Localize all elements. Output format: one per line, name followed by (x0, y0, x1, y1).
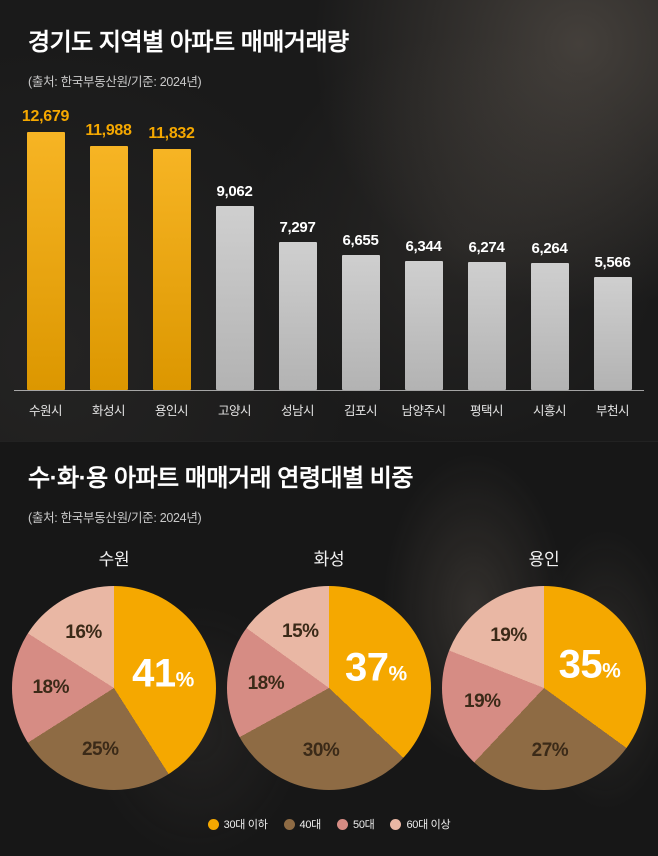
bar-chart-area: 12,679 11,988 11,832 9,062 7,297 6,655 6,344 6,… (14, 104, 644, 419)
bar-column: 11,832 (140, 125, 203, 390)
bar-column: 12,679 (14, 108, 77, 390)
bar-value-label: 6,274 (468, 239, 505, 256)
legend-label: 60대 이상 (406, 819, 451, 831)
bar-category-label: 화성시 (91, 404, 126, 418)
bar-value-label: 12,679 (21, 108, 70, 125)
bar-category-label: 남양주시 (401, 404, 446, 418)
pie-slice-label: 41% (132, 651, 194, 696)
bar-category-labels: 수원시 화성시 용인시 고양시 성남시 김포시 남양주시 평택시 시흥시 부천시 (14, 391, 644, 419)
bar-value-label: 11,832 (148, 125, 195, 142)
pie-slice-label: 35% (559, 642, 621, 687)
percent-sign: % (388, 662, 407, 686)
pie-slice-label: 18% (32, 677, 70, 698)
bar-category-label: 시흥시 (532, 404, 567, 418)
pie-slice-label: 19% (464, 690, 501, 712)
pie-legend: 30대 이하 40대 50대 60대 이상 (0, 816, 658, 832)
pie-title: 용인 (528, 550, 560, 569)
legend-dot (390, 818, 402, 830)
pie-slice-value: 37 (344, 645, 389, 690)
bar (530, 263, 569, 390)
pie: 41% 25% 18% 16% (12, 586, 216, 790)
pie-slice-label: 19% (490, 624, 527, 646)
pie-slice-value: 41 (132, 651, 176, 696)
bar (26, 132, 65, 390)
legend-item: 50대 (337, 816, 375, 832)
pie-slice-label: 37% (345, 645, 407, 690)
bar-column: 7,297 (266, 219, 329, 390)
bar-column: 5,566 (581, 254, 644, 390)
bar-category-label: 성남시 (280, 404, 315, 418)
pie-slice-label: 15% (282, 620, 319, 642)
legend-dot (337, 818, 348, 830)
legend-item: 30대 이하 (207, 816, 268, 832)
bar (152, 149, 191, 390)
pie-chart-block: 수원 41% 25% 18% 16% (12, 550, 216, 790)
bar (215, 206, 254, 390)
legend-dot (283, 818, 295, 830)
bar-category-label: 평택시 (469, 404, 504, 418)
bar (593, 277, 632, 390)
bar-value-label: 9,062 (216, 183, 253, 200)
pie-chart-source: (출처: 한국부동산원/기준: 2024년) (28, 511, 202, 525)
bar-category-label: 김포시 (343, 404, 378, 418)
legend-label: 30대 이하 (223, 819, 268, 831)
bar-chart: 12,679 11,988 11,832 9,062 7,297 6,655 6,344 6,… (14, 104, 644, 391)
pie-slice-label: 27% (531, 739, 569, 761)
bar (404, 261, 443, 390)
bar-value-label: 6,344 (405, 238, 442, 255)
pie-slice-label: 25% (81, 738, 119, 760)
bar-chart-title: 경기도 지역별 아파트 매매거래량 (28, 29, 349, 56)
bar-category-label: 부천시 (595, 404, 630, 418)
legend-dot (207, 818, 219, 830)
bar-value-label: 5,566 (594, 254, 631, 271)
pie-slice-value: 35 (558, 642, 603, 687)
bar-category-label: 용인시 (154, 404, 189, 418)
bar-chart-source: (출처: 한국부동산원/기준: 2024년) (28, 75, 202, 89)
pie: 35% 27% 19% 19% (442, 586, 646, 790)
bar (341, 255, 380, 390)
bar-value-label: 6,264 (531, 240, 568, 257)
bar-value-label: 7,297 (279, 219, 316, 236)
bar (89, 146, 128, 390)
bar-value-label: 11,988 (85, 122, 132, 139)
bar-column: 6,274 (455, 239, 518, 390)
bar-category-label: 고양시 (217, 404, 252, 418)
bar-value-label: 6,655 (342, 232, 379, 249)
percent-sign: % (175, 668, 195, 692)
bar-column: 11,988 (77, 122, 140, 390)
pie-slice-label: 30% (302, 739, 340, 761)
legend-item: 40대 (283, 816, 322, 832)
bar-column: 9,062 (203, 183, 266, 390)
pie-slice-label: 18% (247, 673, 285, 695)
legend-label: 40대 (299, 819, 322, 831)
pie-title: 화성 (313, 550, 345, 569)
pie-chart-block: 화성 37% 30% 18% 15% (227, 550, 431, 790)
pie-slice-label: 16% (65, 621, 102, 643)
pie-charts: 수원 41% 25% 18% 16% 화성 37% 30% 18% 15% 용인 35% 27% 19% 1… (12, 550, 646, 790)
bar-chart-section: 경기도 지역별 아파트 매매거래량 (출처: 한국부동산원/기준: 2024년)… (14, 28, 644, 441)
bar-column: 6,264 (518, 240, 581, 390)
legend-label: 50대 (353, 819, 375, 831)
bar (467, 262, 506, 390)
bar (278, 242, 317, 390)
pie: 37% 30% 18% 15% (227, 586, 431, 790)
percent-sign: % (602, 659, 621, 683)
pie-chart-section: 수·화·용 아파트 매매거래 연령대별 비중 (출처: 한국부동산원/기준: 2… (0, 441, 658, 856)
bar-column: 6,655 (329, 232, 392, 390)
pie-title: 수원 (98, 550, 130, 569)
pie-chart-title: 수·화·용 아파트 매매거래 연령대별 비중 (28, 465, 413, 492)
pie-chart-block: 용인 35% 27% 19% 19% (442, 550, 646, 790)
bar-category-label: 수원시 (28, 404, 63, 418)
legend-item: 60대 이상 (390, 816, 451, 832)
bar-column: 6,344 (392, 238, 455, 390)
